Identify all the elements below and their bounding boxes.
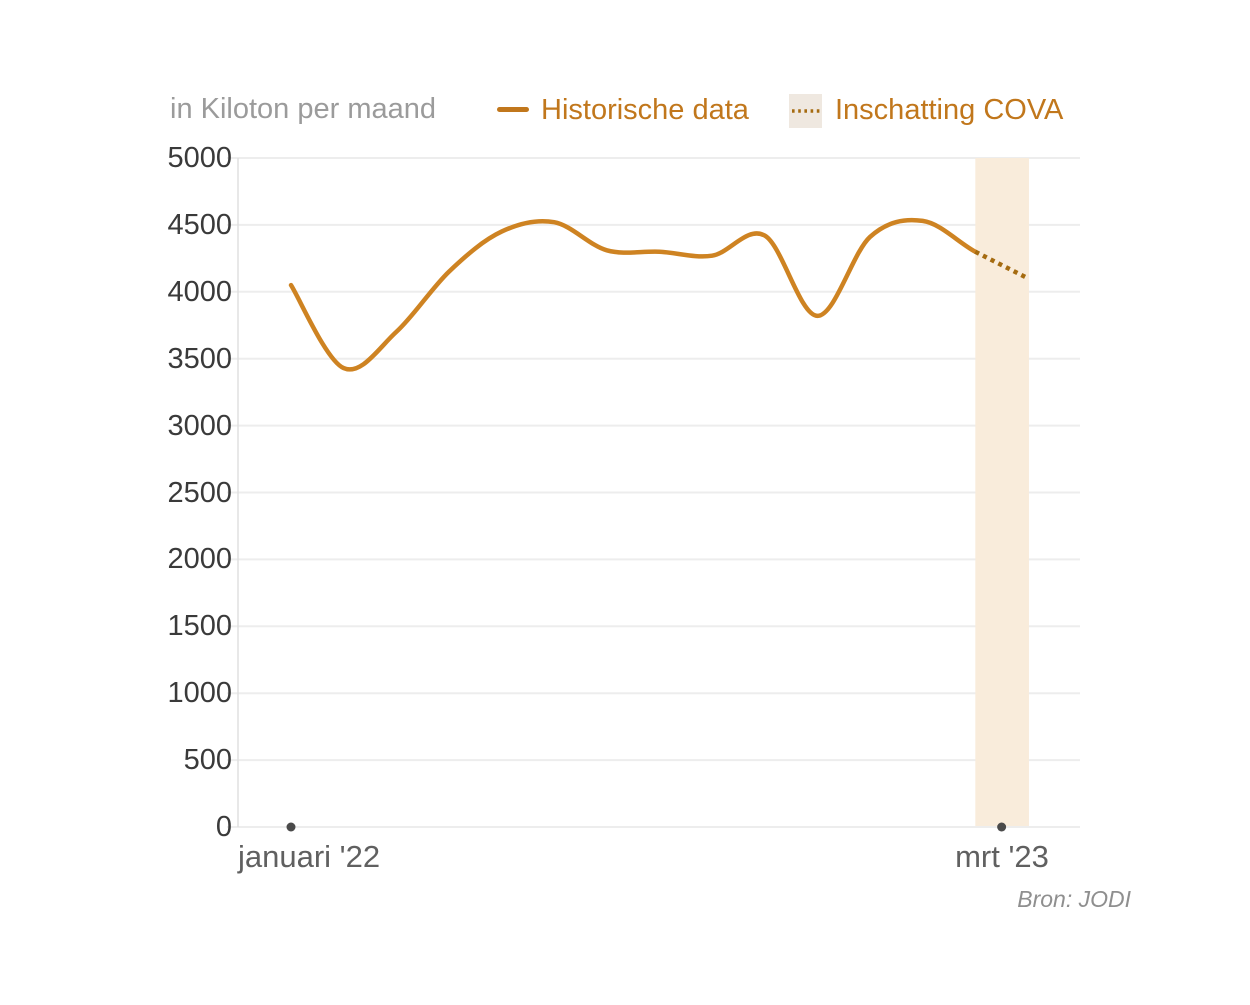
unit-label: in Kiloton per maand	[170, 93, 436, 125]
source-credit: Bron: JODI	[1017, 886, 1131, 912]
y-tick-label-4000: 4000	[167, 275, 232, 308]
y-tick-label-4500: 4500	[167, 208, 232, 241]
estimate-band	[975, 158, 1029, 827]
y-tick-label-0: 0	[215, 811, 232, 843]
gridlines	[227, 157, 1080, 828]
x-axis-label-januari-22: januari '22	[238, 839, 381, 874]
axis-dot-mrt-23	[997, 822, 1007, 832]
y-tick-label-500: 500	[183, 744, 232, 777]
x-axis-label-mrt-23: mrt '23	[955, 839, 1049, 874]
y-tick-label-1500: 1500	[167, 610, 232, 643]
y-tick-label-5000: 5000	[167, 142, 232, 174]
legend-solid-line-icon	[497, 107, 529, 112]
axis-dot-jan-22	[286, 822, 296, 832]
legend-label-historische-data: Historische data	[541, 94, 749, 126]
history-line	[288, 217, 978, 372]
legend-dotted-band-icon	[789, 94, 822, 128]
y-tick-label-3500: 3500	[167, 342, 232, 375]
y-tick-label-1000: 1000	[167, 677, 232, 710]
estimate-dotted-line	[974, 249, 1030, 281]
y-tick-label-3000: 3000	[167, 409, 232, 442]
legend-label-inschatting-cova: Inschatting COVA	[835, 94, 1064, 126]
y-tick-label-2500: 2500	[167, 476, 232, 509]
y-tick-label-2000: 2000	[167, 543, 232, 576]
x-axis-tick-dots	[286, 822, 1007, 832]
